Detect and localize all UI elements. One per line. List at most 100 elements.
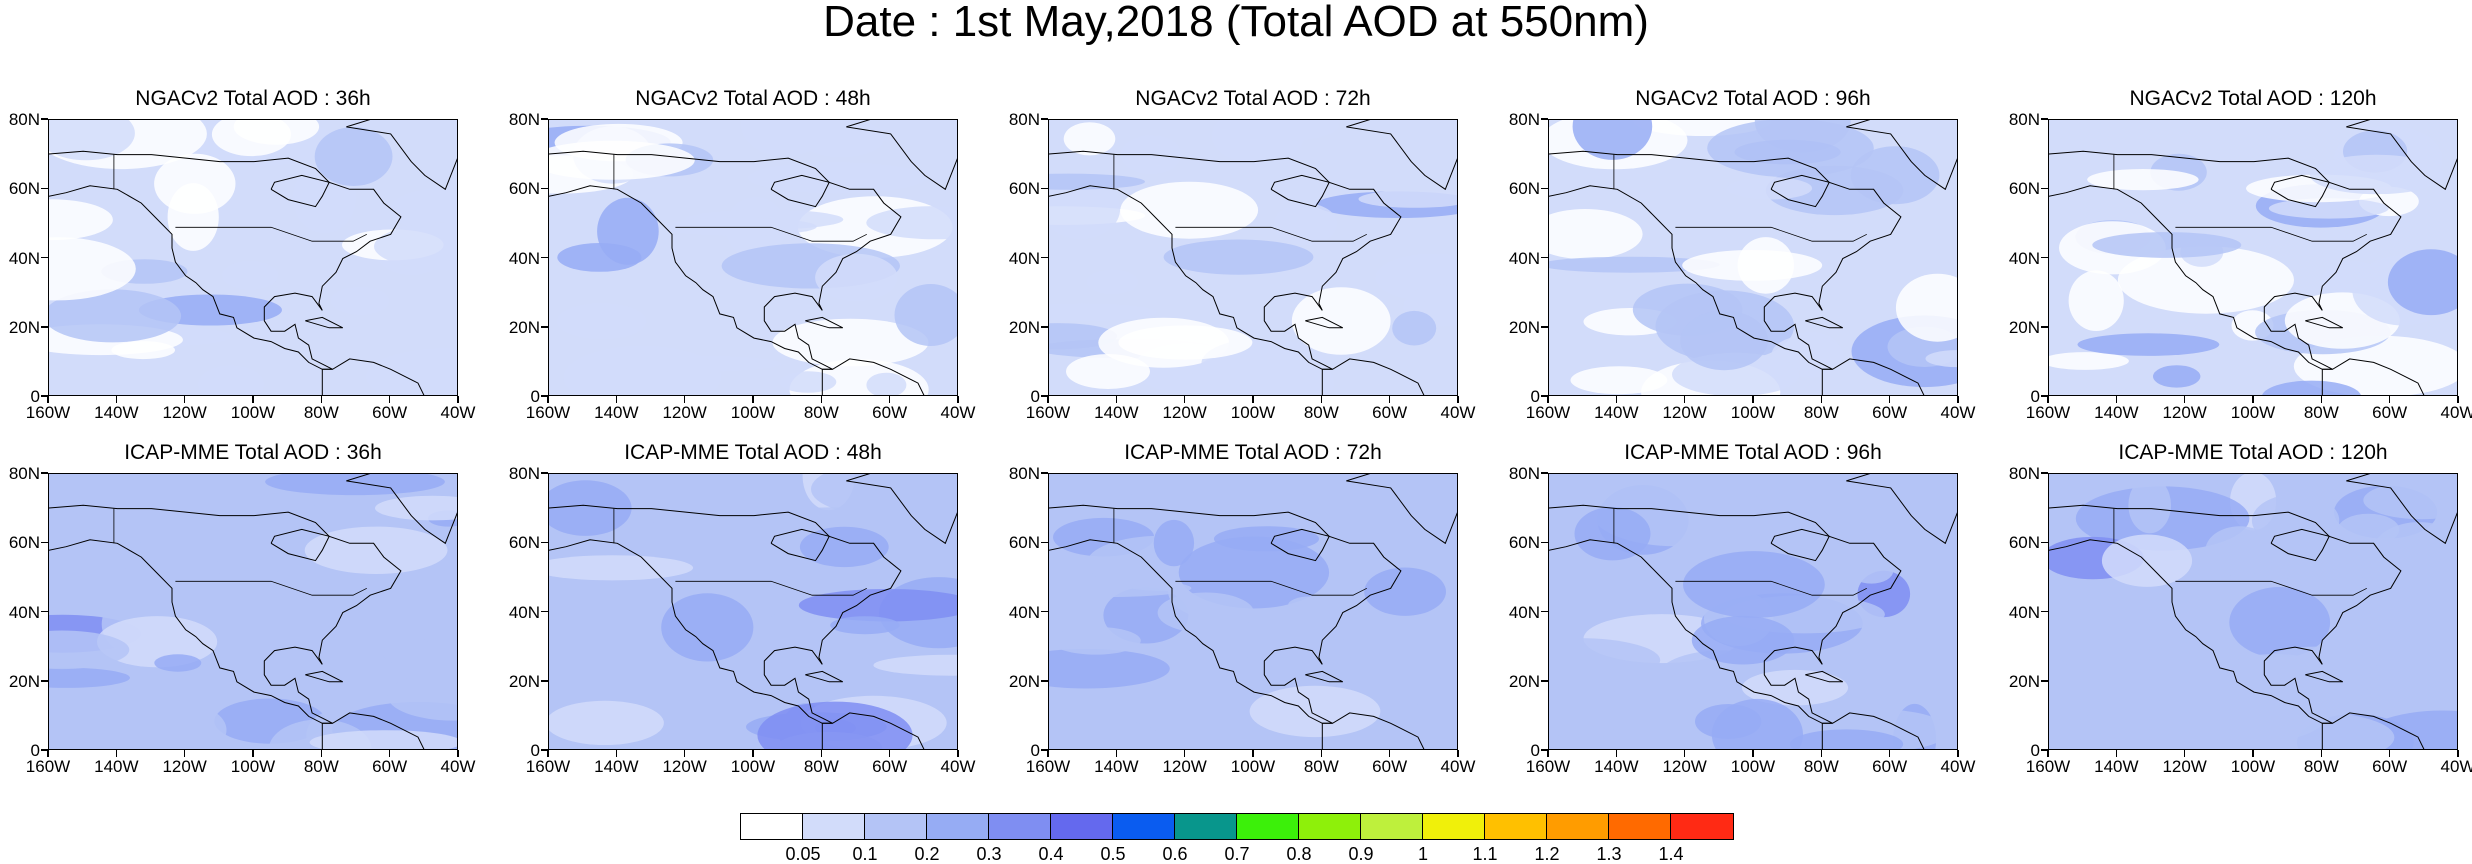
lat-tick-label: 40N: [1508, 248, 1540, 268]
coastline: [821, 358, 925, 395]
aod-patch: [798, 589, 957, 622]
aod-field: [49, 120, 457, 395]
aod-patch: [304, 526, 448, 574]
aod-patch: [563, 345, 722, 395]
lat-tick-mark: [1041, 118, 1048, 120]
coastline: [321, 358, 425, 395]
lon-tick-mark: [1320, 750, 1323, 757]
lat-tick-label: 40N: [2008, 248, 2040, 268]
lon-tick-label: 140W: [594, 757, 639, 776]
map-panel: ICAP-MME Total AOD : 48h 80N 60N 40N 20N 0 160…: [509, 441, 976, 775]
aod-patch: [365, 347, 457, 395]
lat-tick-label: 0: [30, 387, 40, 406]
coastline: [1821, 712, 1925, 749]
coastline: [321, 712, 425, 749]
aod-patch: [138, 703, 227, 749]
lon-tick-mark: [2252, 750, 2254, 757]
panel-title: NGACv2 Total AOD : 36h: [135, 87, 371, 110]
lat-tick-label: 60N: [2008, 533, 2040, 553]
lon-tick-label: 140W: [1094, 403, 1139, 422]
lon-tick-mark: [1047, 750, 1049, 757]
lat-tick-mark: [41, 118, 48, 120]
coastline: [2321, 358, 2425, 395]
lon-tick-mark: [252, 396, 254, 403]
lon-tick-mark: [957, 750, 959, 757]
lon-tick-label: 40W: [1940, 403, 1976, 422]
coastline: [1270, 174, 1330, 208]
panel-title: ICAP-MME Total AOD : 36h: [124, 441, 382, 464]
lon-tick-mark: [2115, 396, 2118, 403]
map-panel: ICAP-MME Total AOD : 96h 80N 60N 40N 20N 0 160…: [1509, 441, 1976, 775]
lat-tick-label: 0: [2030, 387, 2040, 406]
lat-tick-mark: [541, 749, 548, 751]
lon-tick-mark: [683, 396, 686, 403]
panel-title: ICAP-MME Total AOD : 48h: [624, 441, 882, 464]
lon-tick-mark: [615, 750, 618, 757]
lon-tick-mark: [888, 396, 891, 403]
lon-tick-mark: [1547, 396, 1549, 403]
lat-tick-label: 20N: [8, 317, 40, 337]
lat-tick-mark: [1041, 395, 1048, 397]
panel-title: NGACv2 Total AOD : 72h: [1135, 87, 1371, 110]
aod-patch: [2068, 270, 2124, 331]
aod-patch: [111, 341, 175, 360]
colorbar-swatch: [1237, 814, 1299, 839]
coastlines: [49, 474, 457, 749]
lon-tick-mark: [320, 750, 323, 757]
lon-tick-mark: [1183, 750, 1186, 757]
lat-tick-label: 0: [1530, 387, 1540, 406]
lat-tick-mark: [41, 680, 48, 682]
aod-field: [1049, 474, 1457, 749]
colorbar-label: 0.1: [852, 844, 878, 864]
lon-tick-label: 80W: [1303, 403, 1339, 422]
lat-tick-mark: [2041, 610, 2048, 613]
lat-tick-mark: [2041, 118, 2048, 120]
lon-tick-label: 160W: [525, 403, 571, 422]
lat-tick-label: 0: [1030, 741, 1040, 760]
colorbar-swatch: [927, 814, 989, 839]
aod-map: [548, 473, 958, 750]
colorbar-label: 0.7: [1224, 844, 1250, 864]
aod-patch: [122, 539, 200, 581]
lon-tick-label: 60W: [2372, 403, 2408, 422]
map-panel: ICAP-MME Total AOD : 36h 80N 60N 40N 20N 0 160…: [9, 441, 476, 775]
coastline: [846, 120, 957, 191]
national-border: [1175, 580, 1367, 596]
aod-patch: [374, 222, 457, 271]
coastline: [305, 316, 344, 329]
lat-tick-mark: [1041, 187, 1048, 189]
aod-map: [1048, 473, 1458, 750]
lat-tick-mark: [2041, 256, 2048, 259]
colorbar-label: 0.6: [1162, 844, 1188, 864]
aod-patch: [1392, 310, 1437, 346]
aod-patch: [661, 593, 754, 662]
lon-tick-mark: [2183, 750, 2186, 757]
lat-tick-label: 80N: [1008, 110, 1040, 129]
lat-tick-label: 80N: [8, 110, 40, 129]
lon-tick-label: 100W: [730, 403, 776, 422]
lon-tick-mark: [47, 396, 49, 403]
lon-tick-label: 120W: [662, 757, 707, 776]
aod-patch: [772, 507, 887, 525]
lat-tick-label: 20N: [1508, 671, 1540, 691]
lon-tick-mark: [47, 750, 49, 757]
aod-patch: [49, 630, 130, 670]
aod-field: [49, 474, 457, 749]
aod-map: [1048, 119, 1458, 396]
aod-field: [2049, 120, 2457, 395]
aod-patch: [1190, 347, 1335, 395]
colorbar-swatch: [1361, 814, 1423, 839]
lat-tick-mark: [1541, 610, 1548, 613]
aod-patch: [2077, 333, 2220, 356]
lat-tick-label: 60N: [2008, 179, 2040, 199]
lon-tick-label: 60W: [1872, 757, 1908, 776]
lon-tick-label: 140W: [1094, 757, 1139, 776]
aod-field: [549, 120, 957, 395]
lon-tick-label: 60W: [372, 403, 408, 422]
aod-patch: [1049, 648, 1170, 689]
aod-patch: [656, 217, 817, 236]
lat-tick-mark: [1541, 472, 1548, 474]
lon-tick-label: 80W: [1803, 757, 1839, 776]
map-panel: NGACv2 Total AOD : 96h 80N 60N 40N 20N 0 160W 1…: [1509, 87, 1976, 421]
aod-patch: [740, 120, 830, 157]
